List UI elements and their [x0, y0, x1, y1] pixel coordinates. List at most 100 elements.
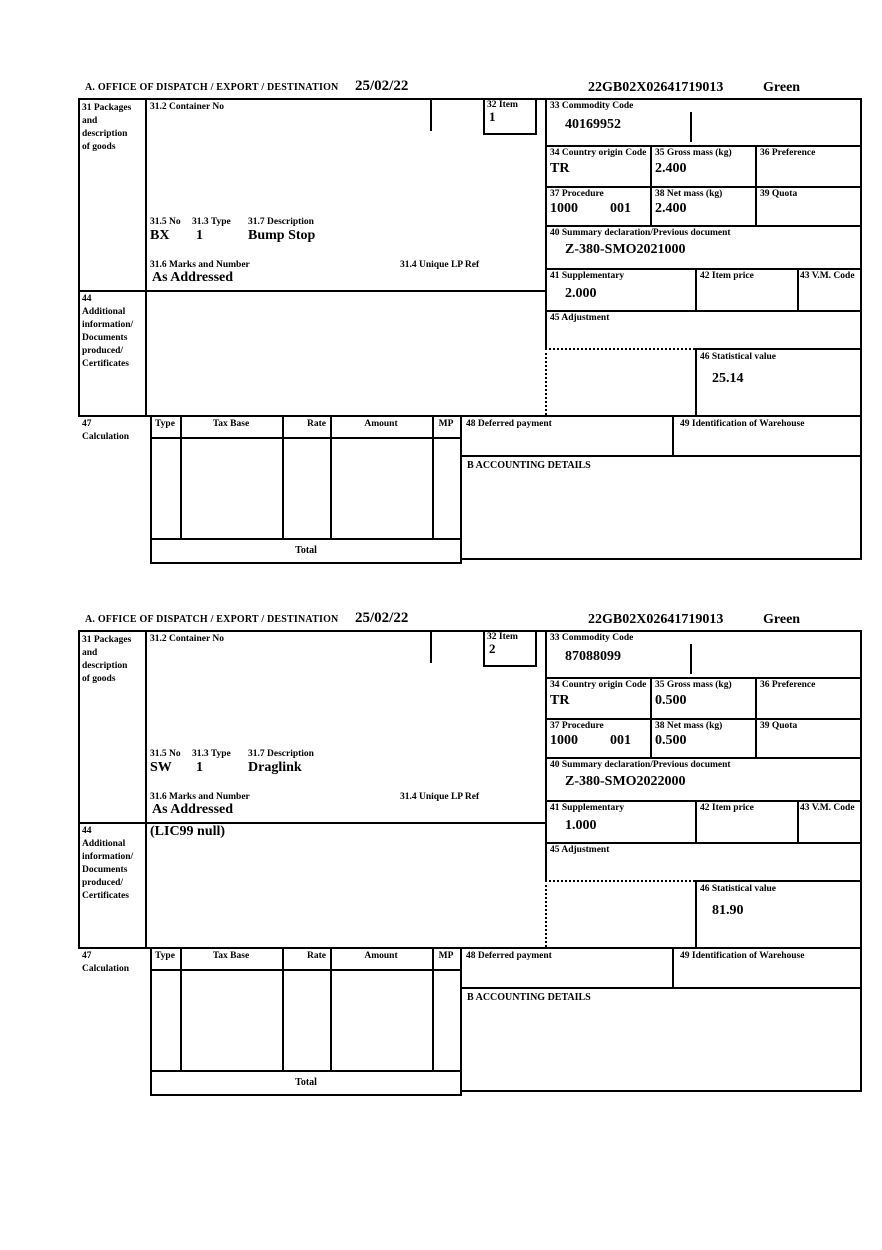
package-no-label: 31.5 No: [150, 217, 181, 227]
item-number-box: [483, 630, 537, 667]
calc-table-line: [150, 947, 152, 1070]
procedure-ext-value: 001: [610, 733, 631, 748]
quota-label: 39 Quota: [760, 721, 798, 731]
outer-left-border: [78, 630, 80, 949]
grid-line: [695, 348, 697, 415]
grid-line: [672, 947, 674, 989]
goods-description-value: Bump Stop: [248, 228, 316, 243]
supplementary-value: 1.000: [565, 818, 597, 833]
outer-bottom-border: [462, 1090, 862, 1092]
item-price-label: 42 Item price: [700, 271, 754, 281]
previous-document-label: 40 Summary declaration/Previous document: [550, 228, 731, 238]
calc-col-mp-header: MP: [438, 951, 454, 961]
additional-info-value: (LIC99 null): [150, 824, 226, 839]
calc-table-line: [460, 415, 462, 538]
box44-label-line: 44: [82, 826, 92, 836]
container-no-label: 31.2 Container No: [150, 634, 224, 644]
outer-bottom-border: [462, 558, 862, 560]
box31-label-line: 31 Packages: [82, 635, 132, 645]
total-row-border: [460, 538, 462, 564]
box31-label-line: description: [82, 661, 128, 671]
item-number-box: [483, 98, 537, 135]
box44-label-line: produced/: [82, 878, 124, 888]
box44-label: 44 Additional information/ Documents pro…: [82, 825, 133, 903]
grid-line: [545, 310, 862, 312]
package-no-value: BX: [150, 228, 170, 243]
calc-table-line: [150, 538, 462, 540]
box31-label-line: and: [82, 116, 98, 126]
calc-col-amount-header: Amount: [364, 419, 398, 429]
warehouse-id-label: 49 Identification of Warehouse: [680, 419, 805, 429]
box44-label-line: Additional: [82, 307, 126, 317]
calc-table-line: [330, 947, 332, 1070]
grid-line: [545, 842, 862, 844]
total-row-border: [150, 1070, 152, 1096]
vm-code-label: 43 V.M. Code: [800, 803, 855, 813]
dotted-line: [545, 880, 695, 882]
country-origin-value: TR: [550, 161, 570, 176]
calc-table-line: [180, 415, 182, 538]
deferred-payment-label: 48 Deferred payment: [466, 419, 552, 429]
net-mass-value: 0.500: [655, 733, 687, 748]
box31-label: 31 Packages and description of goods: [82, 102, 131, 154]
routing-value: Green: [763, 80, 801, 95]
total-row-border: [460, 1070, 462, 1096]
supplementary-label: 41 Supplementary: [550, 803, 625, 813]
box47-label-line: 47: [82, 951, 92, 961]
box47-label: 47 Calculation: [82, 950, 129, 976]
grid-line: [797, 800, 799, 844]
calc-table-line: [282, 947, 284, 1070]
box31-label: 31 Packages and description of goods: [82, 634, 131, 686]
grid-line: [462, 987, 862, 989]
calc-table-line: [150, 1070, 462, 1072]
procedure-value: 1000: [550, 733, 578, 748]
net-mass-label: 38 Net mass (kg): [655, 721, 723, 731]
box47-label-line: Calculation: [82, 964, 129, 974]
dotted-line: [545, 348, 547, 415]
box44-label-line: Additional: [82, 839, 126, 849]
unique-lp-ref-label: 31.4 Unique LP Ref: [400, 260, 480, 270]
grid-line: [695, 348, 862, 350]
grid-line: [545, 677, 862, 679]
calc-col-amount-header: Amount: [364, 951, 398, 961]
item-number-value: 1: [489, 109, 496, 124]
calc-col-type-header: Type: [155, 951, 175, 961]
statistical-value: 81.90: [712, 903, 744, 918]
office-header-label: A. OFFICE OF DISPATCH / EXPORT / DESTINA…: [85, 82, 339, 93]
warehouse-id-label: 49 Identification of Warehouse: [680, 951, 805, 961]
box31-label-line: 31 Packages: [82, 103, 132, 113]
package-no-label: 31.5 No: [150, 749, 181, 759]
grid-line: [78, 290, 547, 292]
container-cell-divider: [430, 98, 432, 131]
dotted-line: [545, 880, 547, 947]
date-value: 25/02/22: [355, 610, 409, 626]
total-row-border: [150, 538, 152, 564]
box44-label-line: produced/: [82, 346, 124, 356]
grid-line: [78, 822, 547, 824]
outer-top-border: [78, 630, 862, 632]
outer-top-border: [78, 98, 862, 100]
procedure-label: 37 Procedure: [550, 189, 604, 199]
box31-label-line: description: [82, 129, 128, 139]
calc-table-line: [330, 415, 332, 538]
grid-line: [545, 800, 862, 802]
quota-label: 39 Quota: [760, 189, 798, 199]
declaration-item-section: A. OFFICE OF DISPATCH / EXPORT / DESTINA…: [0, 78, 882, 564]
label-column-divider: [145, 98, 147, 417]
calc-table-header-underline: [150, 969, 462, 971]
statistical-value: 25.14: [712, 371, 744, 386]
package-type-label: 31.3 Type: [192, 217, 231, 227]
calc-table-line: [460, 947, 462, 1070]
box47-label-line: 47: [82, 419, 92, 429]
grid-line: [672, 415, 674, 457]
description-label: 31.7 Description: [248, 217, 314, 227]
right-table-left-border: [545, 630, 547, 882]
vm-code-label: 43 V.M. Code: [800, 271, 855, 281]
calc-col-rate-header: Rate: [307, 419, 326, 429]
marks-label: 31.6 Marks and Number: [150, 260, 250, 270]
calc-table-line: [432, 947, 434, 1070]
calc-col-tax-base-header: Tax Base: [212, 951, 250, 961]
box31-label-line: and: [82, 648, 98, 658]
statistical-value-label: 46 Statistical value: [700, 884, 776, 894]
grid-line: [695, 800, 697, 844]
